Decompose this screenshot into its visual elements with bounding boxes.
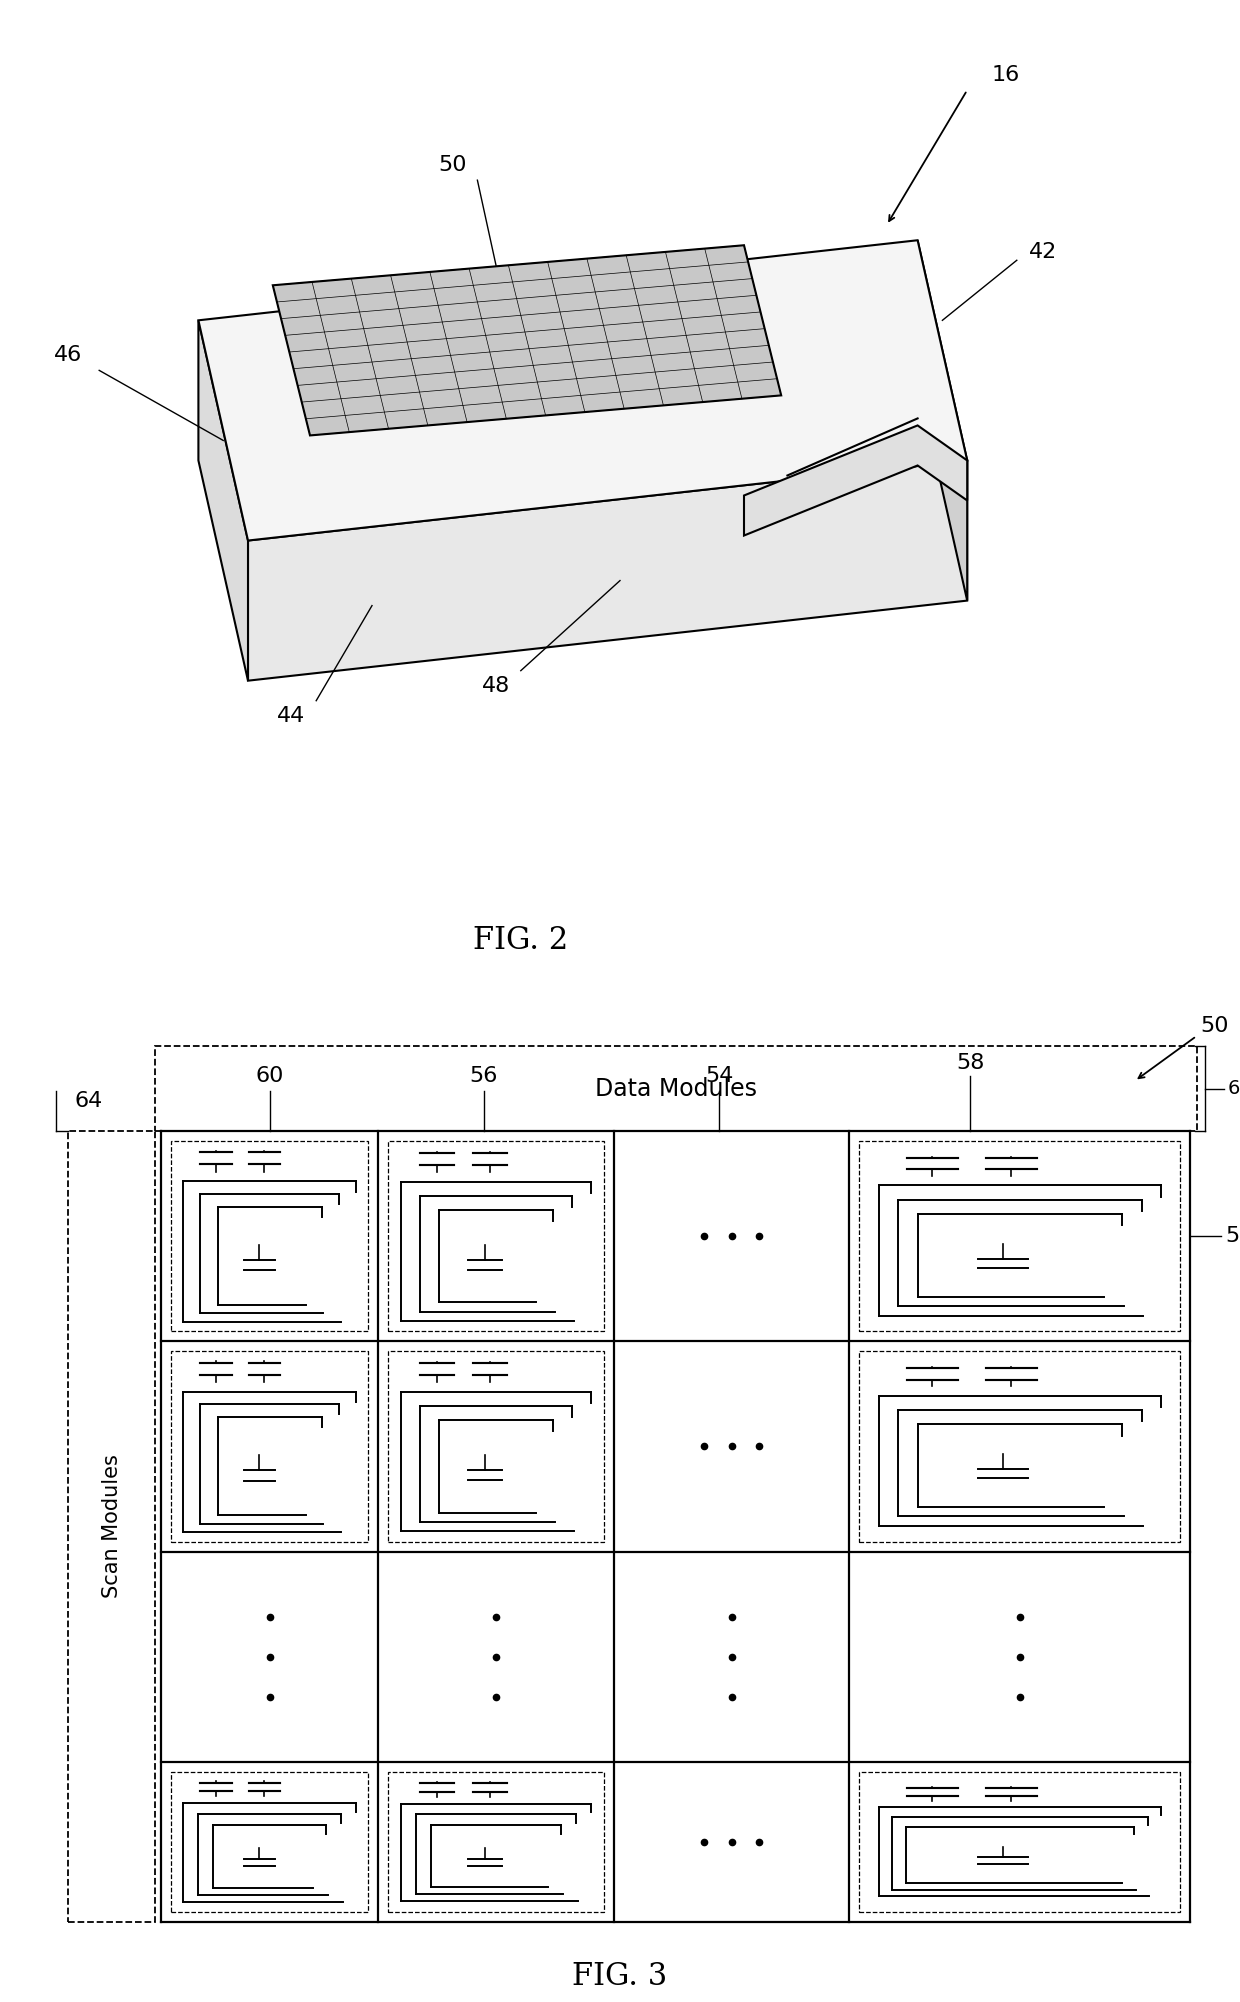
Bar [68,1131,155,1922]
Bar [171,1772,368,1912]
Polygon shape [273,244,781,436]
Text: 52: 52 [1225,1227,1240,1245]
Bar [161,1131,1190,1922]
Bar [859,1351,1180,1542]
Text: 48: 48 [482,677,510,695]
Text: 64: 64 [74,1091,103,1111]
Text: FIG. 2: FIG. 2 [474,925,568,957]
Text: 50: 50 [439,156,466,174]
Bar [171,1351,368,1542]
Polygon shape [198,320,248,681]
Bar [388,1772,604,1912]
Polygon shape [918,240,967,601]
Bar [171,1141,368,1331]
Text: 42: 42 [1029,242,1058,262]
Polygon shape [198,240,967,541]
Text: 46: 46 [55,346,82,364]
Bar [388,1141,604,1331]
Bar [859,1141,1180,1331]
Bar [859,1772,1180,1912]
Text: Data Modules: Data Modules [595,1077,756,1101]
Text: 54: 54 [706,1067,733,1085]
Text: 60: 60 [255,1067,284,1085]
Bar [155,1045,1197,1131]
Polygon shape [248,460,967,681]
Text: 58: 58 [956,1053,985,1073]
Text: 16: 16 [992,66,1021,84]
Text: 44: 44 [278,707,305,725]
Bar [388,1351,604,1542]
Text: 56: 56 [470,1067,497,1085]
Text: 62: 62 [1228,1079,1240,1097]
Polygon shape [744,426,967,535]
Text: Scan Modules: Scan Modules [102,1455,122,1598]
Text: FIG. 3: FIG. 3 [573,1962,667,1992]
Text: 50: 50 [1200,1017,1229,1035]
